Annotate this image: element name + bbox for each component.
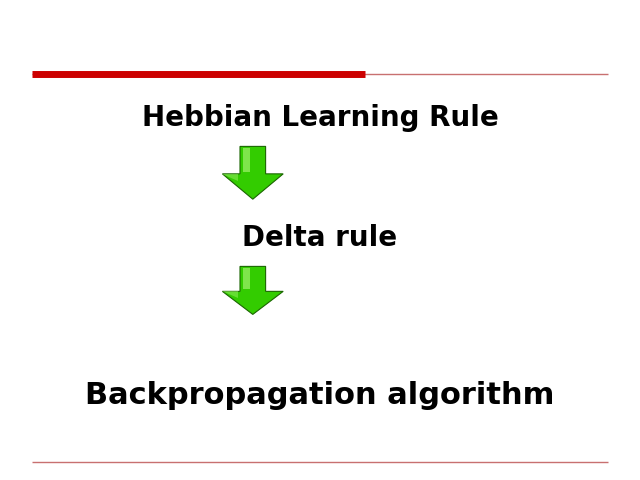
Text: Backpropagation algorithm: Backpropagation algorithm <box>85 382 555 410</box>
Text: Delta rule: Delta rule <box>243 224 397 252</box>
Polygon shape <box>243 268 250 289</box>
Polygon shape <box>223 146 283 199</box>
Text: Hebbian Learning Rule: Hebbian Learning Rule <box>141 104 499 132</box>
Polygon shape <box>243 148 250 172</box>
Polygon shape <box>223 266 283 314</box>
Polygon shape <box>223 291 237 298</box>
Polygon shape <box>223 174 237 181</box>
